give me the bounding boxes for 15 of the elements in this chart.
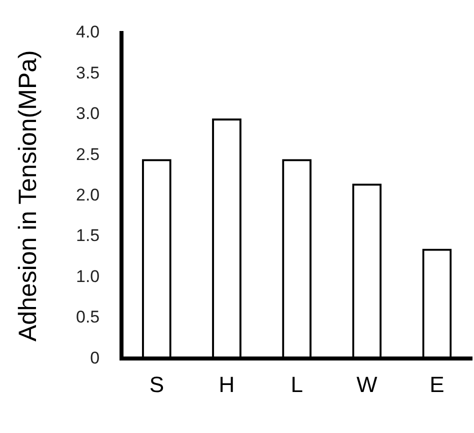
- y-tick-label: 2.0: [76, 185, 100, 204]
- y-tick-label: 3.0: [76, 104, 100, 124]
- y-axis-title: Adhesion in Tension(MPa): [14, 50, 42, 342]
- x-tick-label: H: [218, 372, 235, 397]
- y-tick-label: 1.5: [76, 226, 100, 246]
- y-tick-label: 0: [90, 348, 100, 368]
- y-tick-label: 1.0: [76, 266, 100, 286]
- y-tick-label: 4.0: [76, 22, 100, 42]
- x-tick-label: W: [356, 372, 378, 397]
- x-tick-label: S: [149, 372, 164, 397]
- y-tick-label: 0.5: [76, 308, 100, 327]
- y-tick-label: 2.5: [76, 144, 100, 164]
- x-tick-label: L: [290, 372, 303, 397]
- x-tick-label: E: [430, 372, 444, 397]
- y-tick-label: 3.5: [76, 63, 100, 82]
